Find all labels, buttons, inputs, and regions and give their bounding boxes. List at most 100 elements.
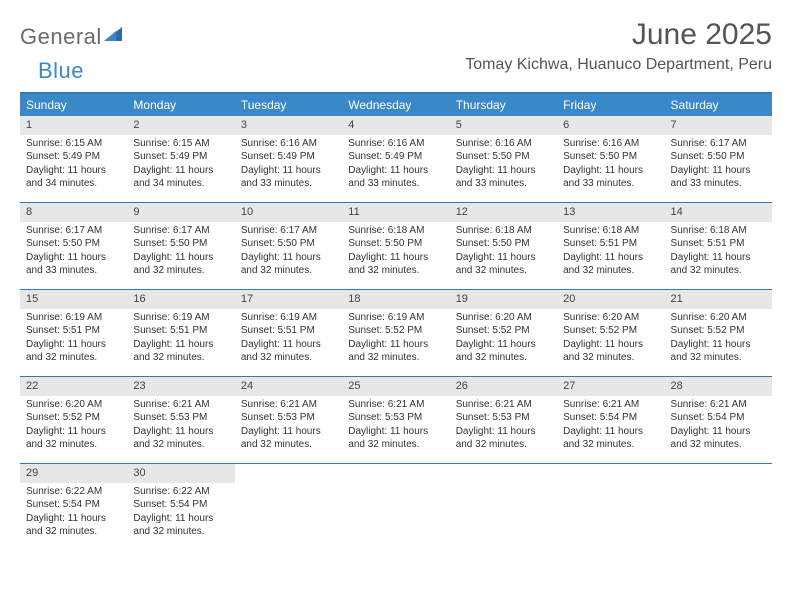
day-daylight: Daylight: 11 hours and 34 minutes. [133, 164, 228, 191]
day-body: Sunrise: 6:19 AMSunset: 5:51 PMDaylight:… [20, 309, 127, 369]
week-row: 1Sunrise: 6:15 AMSunset: 5:49 PMDaylight… [20, 116, 772, 203]
day-sunrise: Sunrise: 6:15 AM [26, 137, 121, 151]
day-body: Sunrise: 6:20 AMSunset: 5:52 PMDaylight:… [20, 396, 127, 456]
day-sunset: Sunset: 5:51 PM [133, 324, 228, 338]
day-daylight: Daylight: 11 hours and 32 minutes. [241, 338, 336, 365]
day-header: Tuesday [235, 94, 342, 116]
day-cell: 28Sunrise: 6:21 AMSunset: 5:54 PMDayligh… [665, 377, 772, 463]
day-sunrise: Sunrise: 6:20 AM [671, 311, 766, 325]
day-sunset: Sunset: 5:53 PM [241, 411, 336, 425]
day-number: 16 [127, 290, 234, 309]
day-daylight: Daylight: 11 hours and 32 minutes. [456, 425, 551, 452]
day-sunrise: Sunrise: 6:18 AM [563, 224, 658, 238]
day-cell-empty [665, 464, 772, 550]
day-daylight: Daylight: 11 hours and 32 minutes. [26, 425, 121, 452]
day-body: Sunrise: 6:17 AMSunset: 5:50 PMDaylight:… [20, 222, 127, 282]
day-cell: 13Sunrise: 6:18 AMSunset: 5:51 PMDayligh… [557, 203, 664, 289]
day-daylight: Daylight: 11 hours and 32 minutes. [456, 251, 551, 278]
day-body: Sunrise: 6:20 AMSunset: 5:52 PMDaylight:… [665, 309, 772, 369]
day-cell: 21Sunrise: 6:20 AMSunset: 5:52 PMDayligh… [665, 290, 772, 376]
day-sunrise: Sunrise: 6:17 AM [26, 224, 121, 238]
day-cell: 17Sunrise: 6:19 AMSunset: 5:51 PMDayligh… [235, 290, 342, 376]
day-sunset: Sunset: 5:54 PM [26, 498, 121, 512]
day-body: Sunrise: 6:20 AMSunset: 5:52 PMDaylight:… [557, 309, 664, 369]
day-cell: 30Sunrise: 6:22 AMSunset: 5:54 PMDayligh… [127, 464, 234, 550]
day-sunrise: Sunrise: 6:21 AM [456, 398, 551, 412]
day-header-row: SundayMondayTuesdayWednesdayThursdayFrid… [20, 94, 772, 116]
day-body: Sunrise: 6:19 AMSunset: 5:51 PMDaylight:… [127, 309, 234, 369]
day-sunset: Sunset: 5:53 PM [348, 411, 443, 425]
day-cell: 2 Sunrise: 6:15 AMSunset: 5:49 PMDaylight… [127, 116, 234, 202]
day-sunset: Sunset: 5:53 PM [133, 411, 228, 425]
day-cell: 25Sunrise: 6:21 AMSunset: 5:53 PMDayligh… [342, 377, 449, 463]
day-sunrise: Sunrise: 6:21 AM [671, 398, 766, 412]
day-number: 9 [127, 203, 234, 222]
day-daylight: Daylight: 11 hours and 32 minutes. [133, 251, 228, 278]
day-cell: 27Sunrise: 6:21 AMSunset: 5:54 PMDayligh… [557, 377, 664, 463]
day-cell: 16Sunrise: 6:19 AMSunset: 5:51 PMDayligh… [127, 290, 234, 376]
day-body: Sunrise: 6:18 AMSunset: 5:50 PMDaylight:… [342, 222, 449, 282]
day-sunset: Sunset: 5:51 PM [241, 324, 336, 338]
day-body: Sunrise: 6:19 AMSunset: 5:52 PMDaylight:… [342, 309, 449, 369]
day-body: Sunrise: 6:15 AMSunset: 5:49 PMDaylight:… [20, 135, 127, 195]
day-sunset: Sunset: 5:50 PM [348, 237, 443, 251]
day-sunrise: Sunrise: 6:17 AM [671, 137, 766, 151]
day-sunrise: Sunrise: 6:20 AM [26, 398, 121, 412]
day-sunrise: Sunrise: 6:18 AM [456, 224, 551, 238]
day-number: 2 [127, 116, 234, 135]
day-number: 26 [450, 377, 557, 396]
day-sunset: Sunset: 5:49 PM [348, 150, 443, 164]
brand-general: General [20, 24, 102, 50]
day-sunrise: Sunrise: 6:15 AM [133, 137, 228, 151]
day-body: Sunrise: 6:21 AMSunset: 5:53 PMDaylight:… [450, 396, 557, 456]
day-number: 25 [342, 377, 449, 396]
day-number: 13 [557, 203, 664, 222]
day-number: 24 [235, 377, 342, 396]
day-daylight: Daylight: 11 hours and 32 minutes. [563, 251, 658, 278]
day-daylight: Daylight: 11 hours and 32 minutes. [26, 512, 121, 539]
day-body: Sunrise: 6:21 AMSunset: 5:53 PMDaylight:… [342, 396, 449, 456]
day-sunrise: Sunrise: 6:22 AM [133, 485, 228, 499]
day-cell: 14Sunrise: 6:18 AMSunset: 5:51 PMDayligh… [665, 203, 772, 289]
day-daylight: Daylight: 11 hours and 32 minutes. [671, 251, 766, 278]
day-daylight: Daylight: 11 hours and 32 minutes. [671, 338, 766, 365]
day-cell: 15Sunrise: 6:19 AMSunset: 5:51 PMDayligh… [20, 290, 127, 376]
day-daylight: Daylight: 11 hours and 32 minutes. [348, 338, 443, 365]
day-sunrise: Sunrise: 6:20 AM [563, 311, 658, 325]
day-sunset: Sunset: 5:52 PM [26, 411, 121, 425]
day-daylight: Daylight: 11 hours and 33 minutes. [26, 251, 121, 278]
day-number: 7 [665, 116, 772, 135]
day-cell: 18Sunrise: 6:19 AMSunset: 5:52 PMDayligh… [342, 290, 449, 376]
day-body: Sunrise: 6:20 AMSunset: 5:52 PMDaylight:… [450, 309, 557, 369]
day-daylight: Daylight: 11 hours and 32 minutes. [563, 425, 658, 452]
day-sunrise: Sunrise: 6:22 AM [26, 485, 121, 499]
day-body: Sunrise: 6:18 AMSunset: 5:50 PMDaylight:… [450, 222, 557, 282]
day-cell: 9Sunrise: 6:17 AMSunset: 5:50 PMDaylight… [127, 203, 234, 289]
day-body: Sunrise: 6:18 AMSunset: 5:51 PMDaylight:… [665, 222, 772, 282]
day-cell-empty [557, 464, 664, 550]
day-daylight: Daylight: 11 hours and 33 minutes. [348, 164, 443, 191]
day-sunset: Sunset: 5:49 PM [133, 150, 228, 164]
day-sunset: Sunset: 5:52 PM [456, 324, 551, 338]
day-sunrise: Sunrise: 6:19 AM [348, 311, 443, 325]
day-number: 12 [450, 203, 557, 222]
day-cell: 11Sunrise: 6:18 AMSunset: 5:50 PMDayligh… [342, 203, 449, 289]
day-number: 28 [665, 377, 772, 396]
day-sunset: Sunset: 5:51 PM [671, 237, 766, 251]
day-cell: 12Sunrise: 6:18 AMSunset: 5:50 PMDayligh… [450, 203, 557, 289]
day-number: 18 [342, 290, 449, 309]
day-number: 19 [450, 290, 557, 309]
day-daylight: Daylight: 11 hours and 33 minutes. [563, 164, 658, 191]
day-daylight: Daylight: 11 hours and 33 minutes. [241, 164, 336, 191]
day-sunrise: Sunrise: 6:18 AM [348, 224, 443, 238]
day-cell: 23Sunrise: 6:21 AMSunset: 5:53 PMDayligh… [127, 377, 234, 463]
day-sunrise: Sunrise: 6:19 AM [133, 311, 228, 325]
day-sunset: Sunset: 5:54 PM [563, 411, 658, 425]
day-cell: 19Sunrise: 6:20 AMSunset: 5:52 PMDayligh… [450, 290, 557, 376]
day-number: 27 [557, 377, 664, 396]
day-daylight: Daylight: 11 hours and 32 minutes. [133, 512, 228, 539]
day-number: 6 [557, 116, 664, 135]
day-header: Friday [557, 94, 664, 116]
day-daylight: Daylight: 11 hours and 33 minutes. [671, 164, 766, 191]
week-row: 22Sunrise: 6:20 AMSunset: 5:52 PMDayligh… [20, 377, 772, 464]
